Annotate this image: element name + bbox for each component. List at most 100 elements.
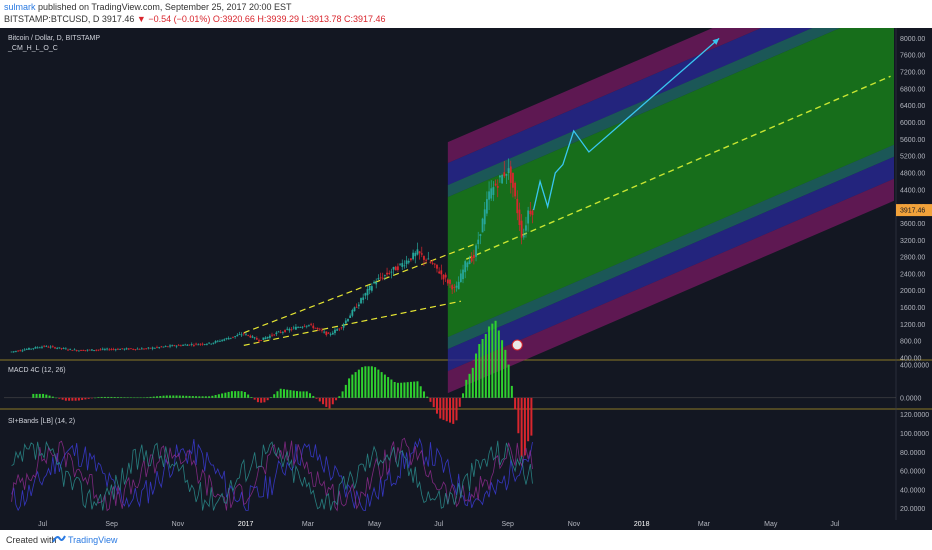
macd-bar	[165, 395, 168, 398]
candle-body	[132, 348, 135, 350]
candle-body	[86, 349, 89, 351]
candle-body	[379, 277, 382, 279]
candle-body	[77, 350, 80, 352]
macd-bar	[172, 395, 175, 398]
macd-bar	[351, 374, 354, 398]
candle-body	[245, 333, 247, 335]
si-axis-tick: 80.0000	[900, 450, 925, 457]
candle-body	[56, 348, 59, 349]
price-axis-tick: 2400.00	[900, 271, 925, 278]
candle-body	[386, 272, 388, 275]
macd-bar	[97, 397, 100, 398]
time-axis-tick: Mar	[302, 521, 315, 528]
tradingview-brand[interactable]: TradingView	[68, 535, 118, 545]
quote-line: BITSTAMP:BTCUSD, D 3917.46 ▼ −0.54 (−0.0…	[4, 14, 386, 24]
publish-text: published on TradingView.com, September …	[35, 2, 292, 12]
candle-body	[418, 251, 421, 254]
tradingview-logo-icon	[52, 535, 66, 543]
candle-body	[501, 175, 503, 184]
candle-body	[488, 191, 490, 200]
macd-bar	[348, 378, 351, 398]
macd-bar	[113, 397, 116, 398]
candle-body	[64, 348, 67, 350]
candle-body	[507, 168, 510, 174]
macd-axis-tick: 400.0000	[900, 363, 929, 370]
macd-bar	[146, 397, 149, 398]
candle-body	[401, 263, 404, 267]
candle-body	[496, 186, 499, 188]
candle-body	[90, 349, 93, 351]
channel-band-teal-lower	[447, 144, 894, 350]
candle-body	[431, 263, 434, 264]
macd-bar	[367, 366, 370, 398]
macd-bar	[406, 382, 409, 398]
candle-body	[468, 260, 471, 265]
macd-bar	[468, 373, 471, 398]
macd-bar	[68, 397, 71, 401]
macd-bar	[90, 397, 93, 399]
chart-svg[interactable]: 8000.00 7600.00 7200.00 6800.00 6400.00 6000.…	[0, 0, 932, 530]
candle-body	[342, 324, 345, 328]
candle-body	[10, 351, 13, 353]
macd-bar	[497, 330, 500, 398]
candle-body	[340, 327, 343, 329]
macd-bar	[133, 397, 136, 399]
candle-body	[223, 339, 226, 341]
macd-bar	[48, 395, 51, 398]
macd-bar	[507, 364, 510, 398]
macd-bar	[126, 397, 129, 398]
macd-bar	[409, 381, 412, 398]
price-axis-tick: 8000.00	[900, 36, 925, 43]
candle-body	[17, 350, 20, 352]
candle-body	[219, 340, 221, 342]
macd-bar	[159, 396, 162, 398]
candle-body	[316, 327, 319, 329]
author-link[interactable]: sulmark	[4, 2, 36, 12]
time-axis-tick: Sep	[105, 521, 118, 528]
time-axis-tick: May	[764, 521, 778, 528]
candle-body	[323, 331, 326, 333]
candle-body	[208, 342, 210, 344]
macd-bar	[416, 381, 419, 398]
macd-bar	[142, 397, 145, 399]
macd-bar	[116, 397, 119, 398]
channel-band-magenta-lower	[447, 178, 894, 394]
macd-bar	[256, 397, 259, 403]
candle-body	[104, 349, 106, 350]
candle-body	[199, 343, 202, 345]
macd-bar	[331, 397, 334, 405]
macd-bar	[520, 397, 523, 457]
macd-bar	[393, 381, 396, 398]
candle-body	[193, 345, 195, 346]
candle-body	[216, 340, 219, 342]
candle-body	[397, 266, 399, 270]
macd-bar	[452, 397, 455, 424]
si-lines	[11, 437, 533, 512]
macd-bar	[87, 397, 90, 399]
macd-bar	[129, 397, 132, 398]
macd-bar	[81, 397, 84, 400]
candle-body	[179, 345, 182, 347]
macd-bar	[42, 393, 45, 398]
macd-bar	[364, 366, 367, 398]
candle-body	[58, 347, 61, 349]
candle-body	[301, 326, 304, 328]
macd-bar	[175, 395, 178, 398]
candle-body	[440, 270, 443, 275]
price-axis-tick: 7600.00	[900, 53, 925, 60]
candle-body	[240, 334, 243, 336]
created-with-text: Created with	[6, 535, 57, 545]
candle-body	[520, 220, 523, 238]
candle-body	[21, 350, 24, 352]
candle-body	[153, 347, 156, 349]
macd-bar	[491, 323, 494, 398]
macd-bar	[488, 326, 491, 398]
macd-bar	[77, 397, 80, 401]
candle-body	[312, 325, 315, 329]
chart-area[interactable]: 8000.00 7600.00 7200.00 6800.00 6400.00 6000.…	[0, 0, 932, 530]
macd-bar	[501, 340, 504, 398]
macd-bar	[162, 395, 165, 398]
candle-body	[416, 249, 419, 255]
macd-bar	[120, 397, 123, 398]
projection-arrowhead	[712, 38, 720, 45]
